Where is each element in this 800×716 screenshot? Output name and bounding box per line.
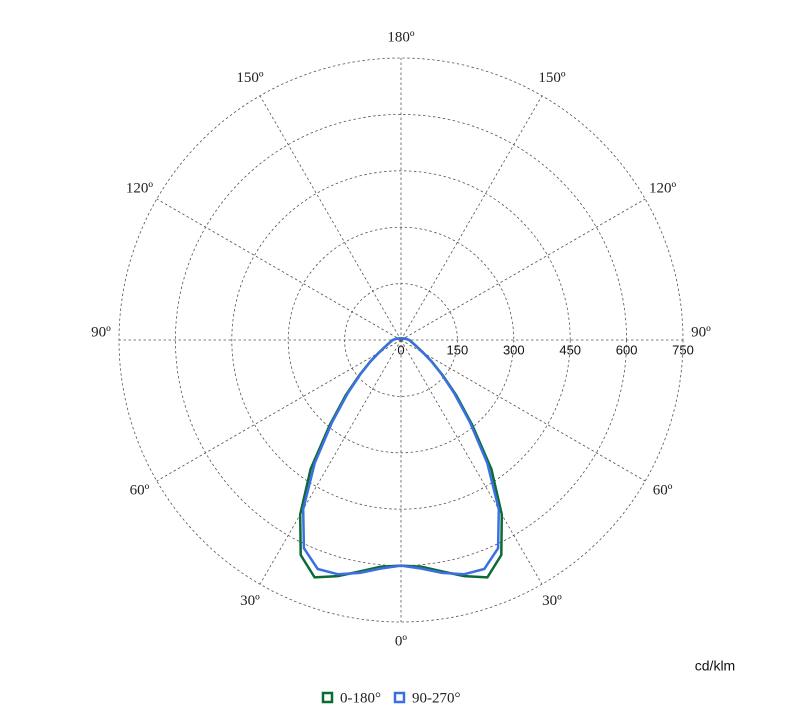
angle-tick-label: 30º <box>240 593 260 609</box>
r-tick-label: 150 <box>447 342 469 357</box>
angle-tick-label: 90º <box>691 324 711 340</box>
angle-tick-label: 180º <box>387 29 415 45</box>
r-tick-label: 750 <box>672 342 694 357</box>
angle-tick-label: 120º <box>126 180 154 196</box>
grid-spoke <box>259 95 402 341</box>
grid-spoke <box>156 198 402 341</box>
series-line <box>400 336 504 579</box>
grid-spoke <box>400 95 543 341</box>
grid-spoke <box>156 339 402 482</box>
grid-spoke <box>400 198 646 341</box>
grid-spoke <box>259 339 402 585</box>
angle-tick-label: 0º <box>395 633 408 649</box>
angle-tick-label: 90º <box>91 324 111 340</box>
unit-label: cd/klm <box>695 658 735 674</box>
grid-spoke <box>400 339 646 482</box>
angle-tick-label: 30º <box>542 593 562 609</box>
r-tick-label: 450 <box>559 342 581 357</box>
legend-swatch <box>393 691 406 704</box>
series-line <box>400 336 501 576</box>
legend-label: 0-180° <box>340 690 381 706</box>
angle-tick-label: 120º <box>649 180 677 196</box>
r-tick-label: 300 <box>503 342 525 357</box>
legend-label: 90-270° <box>412 690 461 706</box>
angle-tick-label: 150º <box>236 70 264 86</box>
grid-circle <box>287 226 515 454</box>
r-tick-label: 600 <box>616 342 638 357</box>
series-line <box>298 336 402 579</box>
legend-swatch <box>321 691 334 704</box>
angle-tick-label: 60º <box>653 482 673 498</box>
series-line <box>301 336 402 576</box>
angle-tick-label: 150º <box>538 70 566 86</box>
grid-circle <box>231 170 571 510</box>
angle-tick-label: 60º <box>130 482 150 498</box>
grid-spoke <box>400 339 543 585</box>
r-tick-label: 0 <box>397 342 404 357</box>
